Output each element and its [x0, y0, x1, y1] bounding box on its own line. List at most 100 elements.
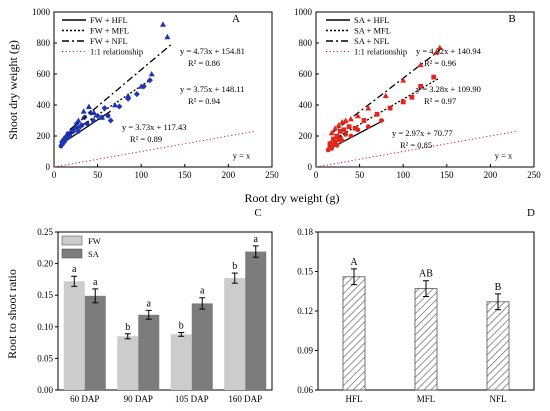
x-category-label: 160 DAP [228, 394, 262, 404]
legend-label: SA + NFL [354, 36, 390, 46]
significance-letter: b [125, 322, 130, 333]
data-point [85, 103, 92, 109]
data-point [77, 123, 84, 130]
y-tick-label: 0 [46, 162, 51, 172]
y-tick-label: 200 [299, 131, 313, 141]
plot-frame [315, 11, 535, 168]
panel-a-scatter: 0 50 100 150 200 250 0 200 400 600 800 1000 y = x y =… [32, 7, 279, 180]
data-point [365, 105, 372, 111]
x-category-label: 60 DAP [70, 394, 99, 404]
legend-label: 1:1 relationship [354, 47, 407, 57]
data-point [339, 138, 345, 144]
y-tick-label: 0.25 [37, 227, 53, 237]
identity-line-label: y = x [233, 150, 251, 160]
data-point [354, 112, 361, 119]
data-point [387, 105, 393, 111]
regression-equation: y = 4.32x + 140.94 [416, 46, 482, 56]
bar [138, 314, 160, 390]
bar [117, 336, 139, 390]
identity-line [53, 130, 255, 168]
y-tick-label: 600 [299, 69, 313, 79]
bar [84, 295, 106, 390]
y-tick-label: 800 [37, 38, 51, 48]
legend-label: SA [88, 249, 100, 259]
regression-line [69, 43, 173, 131]
y-axis-title-top: Shoot dry weight (g) [6, 40, 20, 140]
x-tick-label: 100 [396, 170, 410, 180]
data-point [164, 33, 171, 40]
y-tick-label: 0.20 [37, 259, 53, 269]
y-tick-label: 0.15 [297, 267, 313, 277]
data-point [76, 128, 81, 134]
data-point [80, 108, 87, 114]
significance-letter: a [254, 234, 259, 245]
x-tick-label: 50 [355, 170, 365, 180]
data-point [433, 49, 440, 55]
panel-label-c: C [254, 207, 261, 219]
data-point [332, 125, 339, 131]
x-tick-label: 200 [222, 170, 236, 180]
significance-letter: b [179, 320, 184, 331]
data-point [365, 124, 371, 130]
data-point [327, 141, 333, 147]
data-point [160, 21, 166, 27]
identity-line [315, 130, 517, 168]
x-tick-label: 250 [527, 170, 541, 180]
data-point [107, 117, 114, 124]
data-point [91, 109, 98, 116]
r-squared-label: R² = 0.85 [400, 140, 432, 150]
significance-letter: a [72, 264, 77, 275]
data-point [331, 136, 336, 142]
significance-letter: a [147, 298, 152, 309]
legend-label: FW + NFL [90, 36, 128, 46]
regression-equation: y = 3.75x + 148.11 [180, 84, 245, 94]
data-point [339, 119, 346, 125]
significance-letter: a [200, 286, 205, 297]
legend-label: 1:1 relationship [90, 47, 143, 57]
data-point [75, 117, 82, 123]
y-tick-label: 0.09 [297, 346, 313, 356]
y-tick-label: 800 [299, 38, 313, 48]
regression-equation: y = 3.28x + 109.90 [416, 84, 481, 94]
data-point [348, 133, 354, 139]
legend-swatch [61, 235, 83, 246]
legend-label: FW + HFL [90, 15, 128, 25]
x-category-label: HFL [345, 394, 362, 404]
x-tick-label: 50 [93, 170, 103, 180]
bar [245, 251, 267, 390]
panel-label-b: B [508, 13, 515, 25]
data-point [374, 111, 380, 117]
y-tick-label: 200 [37, 131, 51, 141]
panel-b-scatter: 0 50 100 150 200 250 0 200 400 600 800 1000 y = x y =… [294, 7, 541, 180]
data-point [346, 124, 352, 130]
x-category-label: NFL [489, 394, 506, 404]
plot-frame [53, 11, 273, 168]
data-point [436, 44, 443, 51]
data-point [338, 128, 343, 134]
y-tick-label: 0.06 [297, 385, 313, 395]
data-point [66, 133, 73, 139]
regression-equation: y = 4.73x + 154.81 [180, 46, 245, 56]
data-point [70, 126, 77, 133]
significance-letter: AB [419, 269, 433, 280]
x-tick-label: 150 [178, 170, 192, 180]
bar [63, 281, 85, 390]
r-squared-label: R² = 0.89 [130, 134, 162, 144]
data-point [342, 117, 349, 123]
y-tick-label: 0.18 [297, 227, 313, 237]
y-tick-label: 0 [308, 162, 313, 172]
regression-line [328, 78, 439, 143]
data-point [379, 118, 384, 123]
significance-letter: a [93, 277, 98, 288]
y-tick-label: 0.05 [37, 353, 53, 363]
r-squared-label: R² = 0.94 [188, 96, 221, 106]
plot-frame [57, 231, 273, 391]
regression-equation: y = 2.97x + 70.77 [392, 128, 453, 138]
y-tick-label: 0.12 [297, 306, 313, 316]
data-point [400, 99, 406, 105]
data-point [329, 146, 335, 151]
y-tick-label: 1000 [294, 7, 313, 17]
data-point [352, 125, 358, 131]
data-point [125, 92, 132, 99]
r-squared-label: R² = 0.97 [424, 96, 456, 106]
